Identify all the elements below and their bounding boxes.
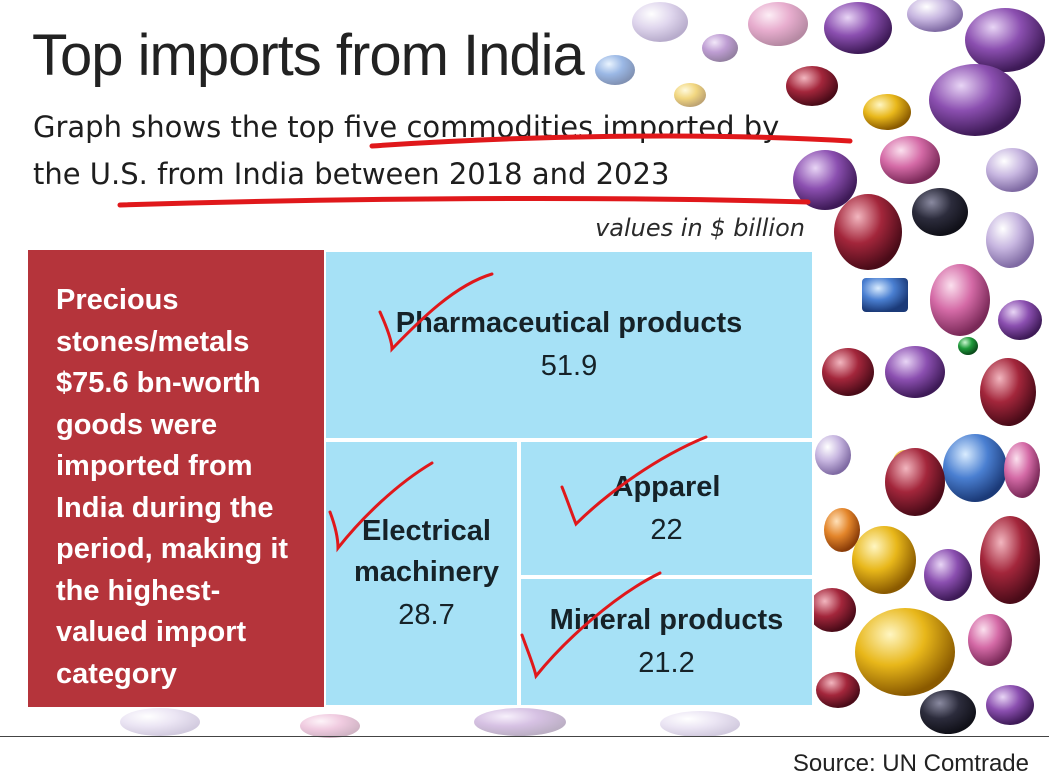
tile-value: 22 xyxy=(650,513,683,546)
treemap: Precious stones/metals $75.6 bn-worth go… xyxy=(28,250,814,707)
tile-value: 51.9 xyxy=(540,350,598,382)
tile-precious-stones-metals: Precious stones/metals $75.6 bn-worth go… xyxy=(28,250,324,707)
tile-value: 28.7 xyxy=(398,599,455,631)
chart-title: Top imports from India xyxy=(32,23,585,88)
lead-category: Precious stones/metals xyxy=(56,284,250,358)
tile-label: Mineral products xyxy=(549,604,784,636)
source-divider xyxy=(0,736,1049,737)
lead-note: $75.6 bn-worth goods were imported from … xyxy=(56,367,289,690)
tile-label: Pharmaceutical products xyxy=(395,307,743,339)
tile-label: Electrical machinery xyxy=(353,515,500,588)
tile-value: 21.2 xyxy=(638,647,695,679)
lead-annotation: Precious stones/metals $75.6 bn-worth go… xyxy=(56,280,306,695)
tile-pharmaceutical-products: Pharmaceutical products 51.9 xyxy=(324,250,814,440)
units-label: values in $ billion xyxy=(595,214,805,242)
tile-apparel: Apparel 22 xyxy=(519,440,814,577)
source-note: Source: UN Comtrade xyxy=(792,750,1029,777)
chart-subtitle: Graph shows the top five commodities imp… xyxy=(33,110,780,191)
tile-mineral-products: Mineral products 21.2 xyxy=(519,577,814,707)
tile-electrical-machinery: Electrical machinery 28.7 xyxy=(324,440,519,707)
tile-label: Apparel xyxy=(612,470,721,503)
